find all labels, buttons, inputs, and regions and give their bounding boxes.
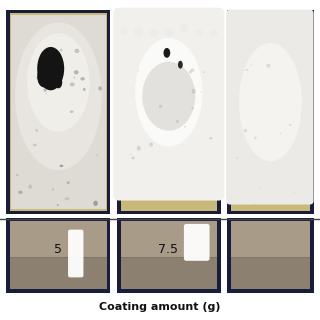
Ellipse shape [159, 105, 163, 108]
Ellipse shape [45, 93, 47, 95]
Ellipse shape [142, 62, 195, 131]
Ellipse shape [83, 88, 86, 91]
Ellipse shape [60, 49, 63, 52]
Bar [121, 257, 217, 289]
Ellipse shape [135, 38, 203, 147]
FancyBboxPatch shape [184, 224, 210, 261]
Ellipse shape [184, 126, 186, 128]
Ellipse shape [35, 129, 38, 132]
Ellipse shape [149, 29, 158, 37]
Bar [231, 257, 310, 258]
Ellipse shape [47, 73, 51, 77]
Ellipse shape [57, 204, 59, 206]
Ellipse shape [294, 192, 295, 194]
Bar [117, 10, 221, 214]
Ellipse shape [179, 24, 188, 33]
Ellipse shape [280, 133, 281, 134]
Bar [10, 257, 107, 258]
Ellipse shape [176, 120, 179, 123]
Ellipse shape [289, 124, 292, 126]
Ellipse shape [15, 22, 102, 170]
Ellipse shape [44, 88, 47, 92]
Ellipse shape [74, 76, 75, 78]
Ellipse shape [266, 64, 270, 68]
Ellipse shape [195, 29, 203, 36]
Ellipse shape [28, 184, 32, 189]
Ellipse shape [75, 49, 79, 53]
Ellipse shape [27, 33, 90, 132]
Bar [121, 257, 217, 258]
Ellipse shape [98, 86, 102, 91]
Ellipse shape [200, 92, 202, 93]
Text: 7.5: 7.5 [158, 243, 178, 256]
Text: 5: 5 [53, 243, 61, 256]
Ellipse shape [209, 137, 212, 140]
Ellipse shape [36, 76, 39, 79]
Ellipse shape [244, 129, 247, 132]
Ellipse shape [18, 190, 23, 194]
Bar [231, 221, 310, 289]
Ellipse shape [54, 76, 62, 88]
FancyBboxPatch shape [113, 8, 224, 201]
Bar [6, 10, 110, 214]
Ellipse shape [130, 154, 131, 155]
Bar [231, 13, 310, 211]
Ellipse shape [190, 69, 195, 72]
Ellipse shape [254, 137, 257, 139]
Ellipse shape [245, 69, 249, 71]
Ellipse shape [239, 43, 302, 161]
Bar [10, 221, 107, 289]
Ellipse shape [65, 197, 69, 200]
Ellipse shape [67, 181, 70, 184]
Bar [227, 218, 314, 293]
Text: Coating amount (g): Coating amount (g) [99, 302, 221, 312]
FancyBboxPatch shape [68, 230, 84, 277]
Bar [227, 10, 314, 214]
Ellipse shape [137, 146, 141, 151]
Ellipse shape [210, 30, 218, 37]
Ellipse shape [37, 47, 64, 90]
Ellipse shape [37, 66, 51, 87]
Bar [10, 13, 107, 211]
Ellipse shape [203, 71, 204, 73]
Bar [231, 257, 310, 289]
Bar [10, 257, 107, 289]
Ellipse shape [138, 70, 139, 72]
Ellipse shape [80, 77, 85, 81]
Bar [6, 218, 110, 293]
Ellipse shape [149, 142, 153, 147]
Ellipse shape [93, 201, 98, 206]
Ellipse shape [236, 157, 238, 159]
Ellipse shape [16, 174, 18, 176]
Ellipse shape [70, 110, 74, 113]
Ellipse shape [164, 28, 173, 36]
Ellipse shape [250, 64, 252, 66]
Ellipse shape [189, 71, 192, 74]
Ellipse shape [302, 150, 303, 151]
Bar [11, 15, 106, 209]
Ellipse shape [52, 188, 54, 191]
Ellipse shape [70, 83, 75, 86]
Ellipse shape [96, 155, 98, 156]
Bar [121, 13, 217, 211]
Bar [121, 221, 217, 289]
Ellipse shape [120, 28, 128, 35]
Ellipse shape [252, 204, 255, 205]
Ellipse shape [191, 107, 194, 109]
FancyBboxPatch shape [226, 10, 314, 204]
Ellipse shape [33, 144, 37, 147]
Ellipse shape [260, 187, 261, 188]
Ellipse shape [134, 28, 144, 36]
Ellipse shape [164, 48, 170, 58]
Ellipse shape [74, 70, 79, 75]
Ellipse shape [60, 164, 63, 167]
Bar [117, 218, 221, 293]
Ellipse shape [192, 89, 196, 94]
Ellipse shape [132, 156, 135, 159]
Ellipse shape [178, 61, 183, 68]
